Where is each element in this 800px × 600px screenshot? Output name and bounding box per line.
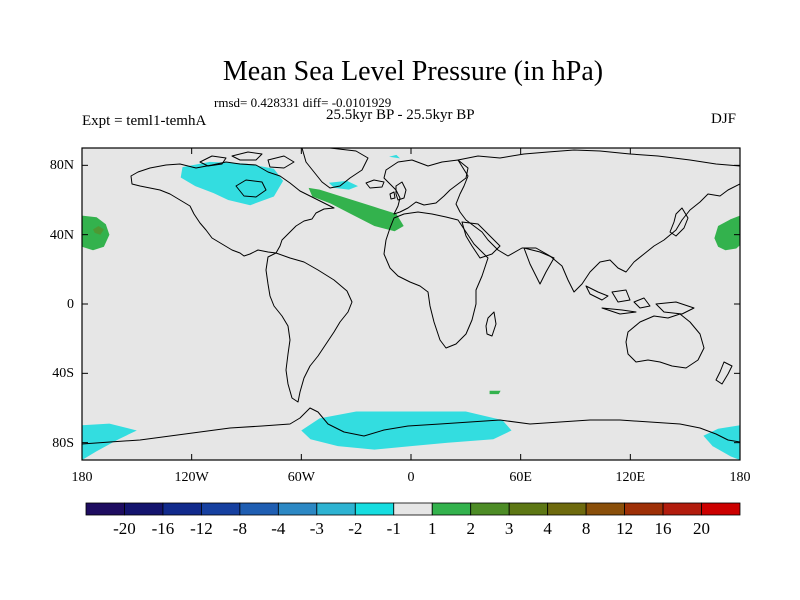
colorbar-swatch	[624, 502, 664, 516]
anomaly-region-greenland-sea-low	[328, 180, 358, 190]
colorbar-swatch	[585, 502, 625, 516]
axis-ticks	[81, 148, 741, 460]
colorbar-swatch	[393, 502, 433, 516]
coastline-asia	[455, 149, 740, 293]
colorbar-swatch	[354, 502, 395, 516]
colorbar-swatch	[162, 502, 202, 516]
lon-label: 180	[729, 470, 751, 485]
experiment-label: Expt = teml1-temhA	[82, 113, 207, 129]
coastline-japan	[669, 207, 689, 237]
colorbar-swatch	[431, 502, 472, 516]
coastline-antarctica	[82, 407, 740, 445]
coastline-australia	[625, 313, 705, 369]
lon-label: 180	[71, 470, 93, 485]
period-label: 25.5kyr BP - 25.5kyr BP	[326, 107, 475, 123]
lat-label: 80N	[49, 158, 74, 174]
anomaly-region-north-pacific-core	[93, 226, 104, 235]
anomaly-region-north-atlantic-band	[308, 187, 404, 232]
lon-label: 120E	[615, 470, 646, 485]
coastline-iceland	[365, 179, 385, 189]
colorbar-label: 8	[581, 519, 591, 538]
lon-label: 60W	[287, 470, 315, 485]
coastline-north-america	[130, 161, 335, 257]
colorbar-label: -3	[309, 519, 324, 538]
colorbar-swatch	[662, 502, 702, 516]
season-label: DJF	[711, 111, 737, 127]
coastline-hudson-bay	[235, 179, 267, 198]
map-plot-area	[82, 148, 740, 460]
colorbar-swatch	[277, 502, 318, 516]
colorbar-label: 20	[693, 519, 711, 538]
colorbar-label: 3	[504, 519, 514, 538]
lon-label: 0	[407, 470, 415, 485]
anomaly-region-north-pacific-high	[714, 215, 740, 251]
colorbar-label: -4	[271, 519, 286, 538]
colorbar-label: -16	[151, 519, 175, 538]
colorbar-swatch	[470, 502, 510, 516]
coastline-british-isles	[389, 181, 407, 201]
colorbar-label: 12	[616, 519, 634, 538]
coastline-new-zealand	[715, 361, 733, 385]
colorbar-swatch	[701, 502, 741, 516]
anomaly-region-antarctic-west-low	[703, 425, 740, 460]
colorbar-label: -20	[113, 519, 136, 538]
colorbar-label: -8	[232, 519, 247, 538]
colorbar-label: -2	[348, 519, 363, 538]
coastline-arabia	[461, 221, 501, 259]
coastline-madagascar	[485, 311, 497, 337]
chart-title: Mean Sea Level Pressure (in hPa)	[222, 56, 604, 87]
colorbar-label: 4	[543, 519, 552, 538]
colorbar-label: 1	[427, 519, 437, 538]
colorbar-swatch	[316, 502, 356, 516]
coastline-europe	[383, 159, 469, 215]
stats-line: rmsd= 0.428331 diff= -0.0101929	[214, 95, 392, 110]
colorbar-swatch	[124, 502, 164, 516]
anomaly-region-south-indian-small	[489, 390, 501, 395]
coastline-south-america	[265, 252, 353, 403]
colorbar-swatch	[547, 502, 587, 516]
anomaly-region-southern-ocean-low-atlantic	[301, 411, 512, 450]
anomaly-region-arctic-small-low	[389, 154, 400, 159]
colorbar-swatch	[201, 502, 241, 516]
colorbar-swatch	[508, 502, 549, 516]
lat-label: 40N	[49, 227, 74, 243]
colorbar	[85, 502, 741, 516]
anomaly-region-canada-arctic-low	[180, 161, 284, 206]
coastline-africa	[383, 211, 489, 349]
colorbar-label: -1	[386, 519, 401, 538]
lat-label: 40S	[52, 366, 74, 382]
colorbar-swatch	[85, 502, 125, 516]
colorbar-label: 2	[466, 519, 475, 538]
coastline-arctic-islands	[199, 151, 295, 169]
coastline-greenland	[301, 148, 369, 189]
coastline-india	[523, 247, 555, 285]
coastlines	[82, 148, 740, 445]
anomaly-regions	[82, 154, 740, 460]
lat-label: 0	[67, 297, 74, 312]
lon-label: 120W	[174, 470, 209, 485]
coastline-indonesia	[585, 285, 695, 315]
colorbar-label: -12	[190, 519, 213, 538]
lon-label: 60E	[509, 470, 532, 485]
colorbar-swatch	[239, 502, 279, 516]
colorbar-label: 16	[654, 519, 672, 538]
lat-label: 80S	[52, 435, 74, 451]
